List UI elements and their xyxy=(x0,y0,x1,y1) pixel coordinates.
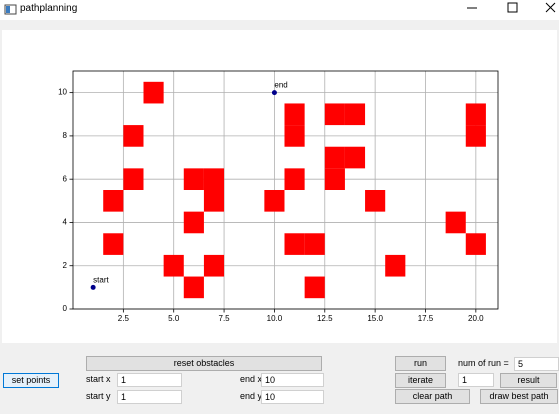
y-tick-label: 4 xyxy=(63,218,68,227)
point-label: end xyxy=(274,81,287,90)
obstacle xyxy=(183,168,204,190)
obstacle xyxy=(203,254,225,277)
obstacle xyxy=(123,125,144,147)
obstacle xyxy=(284,125,305,147)
x-tick-label: 12.5 xyxy=(317,314,333,323)
obstacle xyxy=(103,190,124,212)
close[interactable] xyxy=(545,2,556,13)
y-tick-label: 6 xyxy=(63,174,68,183)
clear-path-button[interactable]: clear path xyxy=(395,389,470,404)
obstacle xyxy=(304,233,325,255)
point xyxy=(90,284,96,290)
y-tick-label: 2 xyxy=(63,261,68,270)
iterate-button[interactable]: iterate xyxy=(395,373,446,388)
app-icon xyxy=(4,4,17,15)
obstacle xyxy=(183,276,204,299)
obstacle xyxy=(203,190,225,212)
x-tick-label: 20.0 xyxy=(468,314,484,323)
num-of-run-label: num of run = xyxy=(458,358,509,368)
start-y-input[interactable]: 1 xyxy=(117,390,182,404)
end-y-label: end y xyxy=(240,391,263,401)
obstacle xyxy=(143,81,164,104)
y-tick-label: 8 xyxy=(63,131,68,140)
obstacle xyxy=(284,233,305,255)
obstacle xyxy=(123,168,144,190)
y-tick-label: 10 xyxy=(58,88,67,97)
draw-best-path-button[interactable]: draw best path xyxy=(480,389,558,404)
result-button[interactable]: result xyxy=(500,373,557,388)
set-points-button[interactable]: set points xyxy=(3,373,59,388)
x-tick-label: 5.0 xyxy=(168,314,180,323)
obstacle xyxy=(284,168,305,190)
x-tick-label: 17.5 xyxy=(418,314,434,323)
obstacle xyxy=(324,168,345,190)
start-x-input[interactable]: 1 xyxy=(117,373,182,387)
obstacle xyxy=(324,146,345,169)
x-tick-label: 10.0 xyxy=(267,314,283,323)
obstacle xyxy=(385,254,406,277)
end-y-input[interactable]: 10 xyxy=(261,390,324,404)
x-tick-label: 15.0 xyxy=(367,314,383,323)
obstacle xyxy=(365,190,386,212)
obstacle xyxy=(203,168,225,190)
obstacle xyxy=(163,254,184,277)
obstacle xyxy=(344,146,366,169)
window-buttons[interactable] xyxy=(439,0,559,20)
obstacle xyxy=(465,125,486,147)
figure: 2.5 5.0 7.5 10.0 12.5 15.0 17.5 20.0 0 2 4 6 8 10 star… xyxy=(2,30,557,343)
obstacle xyxy=(284,103,305,126)
obstacle xyxy=(264,190,285,212)
obstacle xyxy=(344,103,366,126)
iterate-input[interactable]: 1 xyxy=(458,373,494,387)
num-of-run-input[interactable]: 5 xyxy=(514,357,559,371)
title-bar: pathplanning xyxy=(0,0,559,20)
obstacle xyxy=(445,211,466,234)
point xyxy=(271,90,277,96)
obstacle xyxy=(304,276,325,299)
run-button[interactable]: run xyxy=(395,356,446,371)
x-tick-label: 7.5 xyxy=(219,314,231,323)
y-tick-label: 0 xyxy=(63,304,68,313)
reset-obstacles-button[interactable]: reset obstacles xyxy=(86,356,322,371)
obstacle xyxy=(465,233,486,255)
point-label: start xyxy=(93,275,109,284)
figure-background xyxy=(2,30,557,343)
obstacle xyxy=(103,233,124,255)
obstacle xyxy=(465,103,486,126)
window-title: pathplanning xyxy=(20,3,78,14)
axes-frame xyxy=(72,70,499,310)
end-x-input[interactable]: 10 xyxy=(261,373,324,387)
maximize[interactable] xyxy=(507,2,518,13)
end-x-label: end x xyxy=(240,374,263,384)
start-x-label: start x xyxy=(86,374,111,384)
obstacle xyxy=(324,103,345,126)
start-y-label: start y xyxy=(86,391,111,401)
x-tick-label: 2.5 xyxy=(118,314,130,323)
obstacle xyxy=(183,211,204,234)
